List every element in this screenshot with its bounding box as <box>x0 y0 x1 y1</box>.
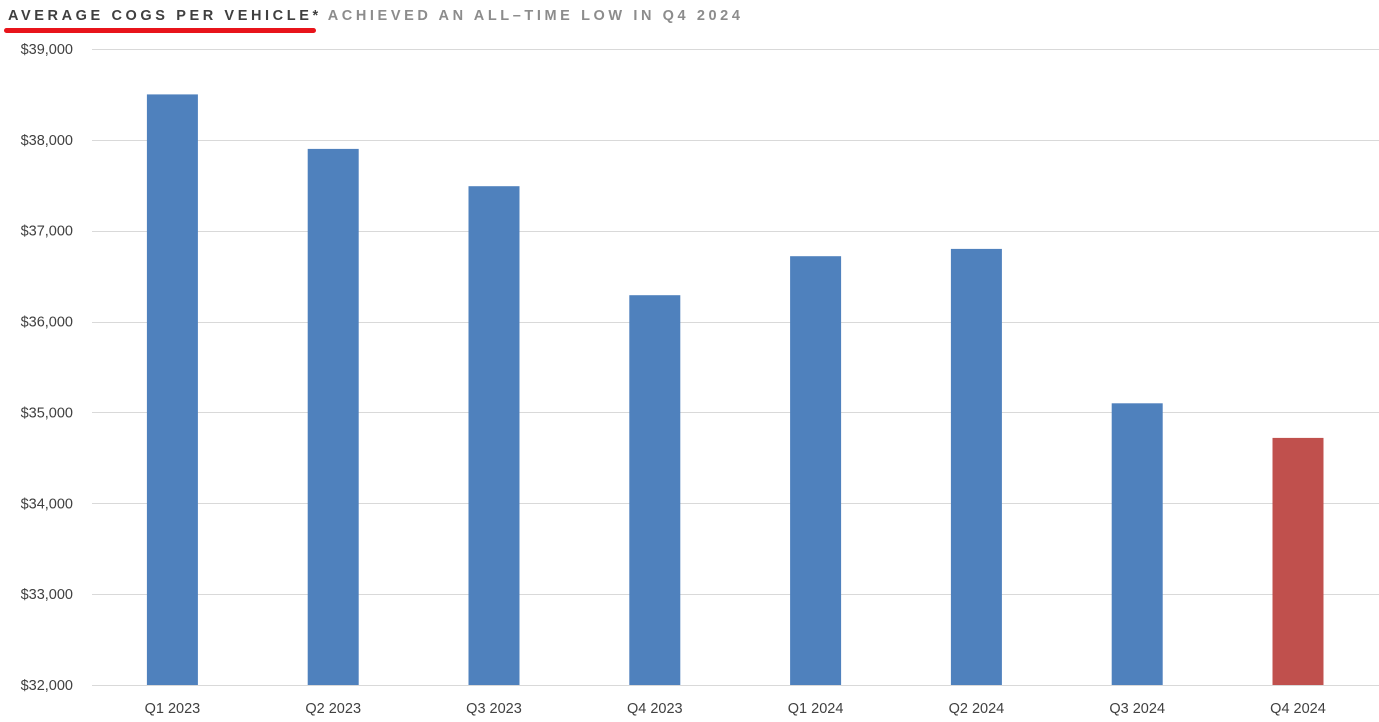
x-tick-label: Q4 2024 <box>1270 701 1326 717</box>
y-tick-label: $36,000 <box>21 315 73 331</box>
x-tick-label: Q3 2024 <box>1109 701 1165 717</box>
bar-q1-2024 <box>790 256 842 685</box>
bar-q4-2023 <box>629 295 681 685</box>
x-tick-label: Q1 2024 <box>788 701 844 717</box>
y-tick-label: $37,000 <box>21 224 73 240</box>
y-axis-tick-labels: $32,000 $33,000 $34,000 $35,000 $36,000 $37,0… <box>21 42 73 694</box>
x-tick-label: Q2 2023 <box>305 701 361 717</box>
chart-title-main: AVERAGE COGS PER VEHICLE* <box>8 8 322 24</box>
x-tick-label: Q1 2023 <box>145 701 201 717</box>
x-tick-label: Q4 2023 <box>627 701 683 717</box>
bars <box>146 94 1324 685</box>
chart-title-sub: ACHIEVED AN ALL–TIME LOW IN Q4 2024 <box>327 8 744 24</box>
x-axis-tick-labels: Q1 2023 Q2 2023 Q3 2023 Q4 2023 Q1 2024 Q2 20… <box>145 701 1326 717</box>
y-tick-label: $39,000 <box>21 42 73 58</box>
y-tick-label: $34,000 <box>21 496 73 512</box>
bar-q3-2024 <box>1111 403 1163 685</box>
y-tick-label: $35,000 <box>21 405 73 421</box>
y-tick-label: $32,000 <box>21 678 73 694</box>
bar-q1-2023 <box>146 94 198 685</box>
y-tick-label: $33,000 <box>21 587 73 603</box>
x-tick-label: Q3 2023 <box>466 701 522 717</box>
bar-q3-2023 <box>468 186 520 685</box>
bar-q2-2024 <box>950 248 1002 685</box>
gridlines <box>92 49 1379 686</box>
title-underline <box>4 28 316 33</box>
y-tick-label: $38,000 <box>21 133 73 149</box>
bar-q2-2023 <box>307 148 359 685</box>
x-tick-label: Q2 2024 <box>949 701 1005 717</box>
bar-q4-2024 <box>1272 437 1324 685</box>
chart-title: AVERAGE COGS PER VEHICLE* ACHIEVED AN ALL… <box>8 6 744 26</box>
